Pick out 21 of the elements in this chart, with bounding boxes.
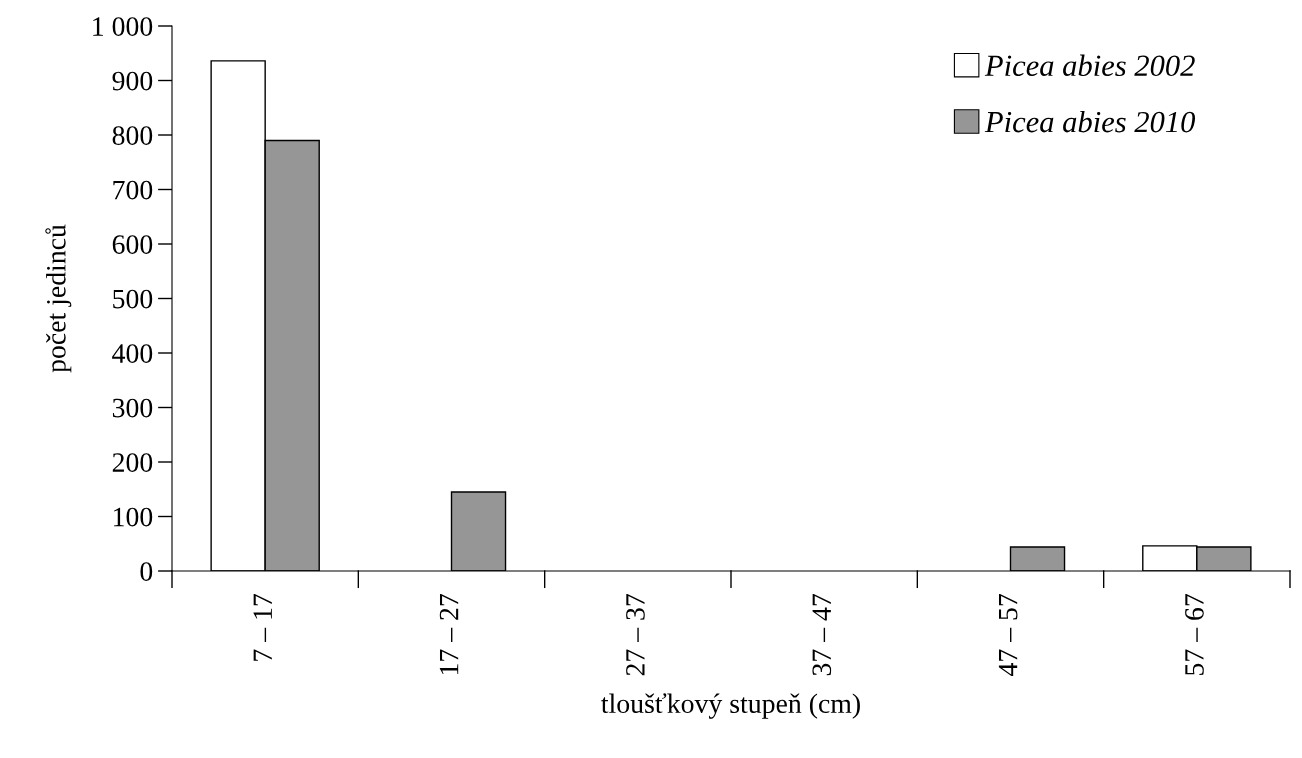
y-tick-label: 1 000: [93, 17, 153, 36]
x-tick-label: 7 – 17: [253, 594, 272, 661]
y-tick-label: 0: [140, 562, 153, 581]
y-tick-label: 800: [112, 126, 153, 145]
y-tick-label: 100: [114, 507, 153, 527]
x-tick-label: 57 – 67: [1185, 594, 1204, 675]
legend-label: Picea abies 2010: [984, 110, 1196, 133]
y-tick-label: 900: [112, 71, 153, 91]
x-tick-label: 37 – 47: [812, 594, 832, 676]
y-tick-label: 500: [113, 289, 153, 309]
y-tick-label: 300: [112, 398, 153, 418]
y-tick-label: 600: [112, 235, 153, 254]
x-axis-title: tloušťkový stupeň (cm): [601, 693, 860, 719]
x-tick-label: 27 – 37: [626, 594, 645, 676]
y-tick-label: 400: [112, 344, 153, 363]
y-tick-label: 700: [113, 180, 153, 200]
y-axis-title: počet jedinců: [45, 224, 72, 373]
legend-label: Picea abies 2002: [984, 54, 1195, 77]
y-tick-label: 200: [112, 453, 153, 472]
x-tick-label: 47 – 57: [998, 594, 1018, 677]
x-tick-label: 17 – 27: [439, 594, 459, 675]
